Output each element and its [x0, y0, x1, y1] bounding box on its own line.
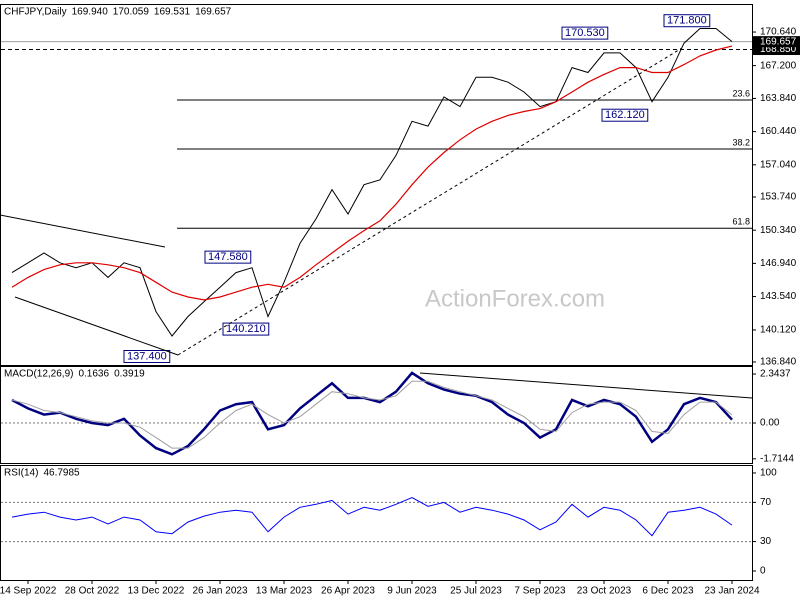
- y-tick-label: 143.540: [760, 291, 797, 302]
- annotation-box: [663, 14, 711, 28]
- series-line: [11, 496, 733, 537]
- y-tick-label: 146.940: [760, 258, 797, 269]
- channel-top: [0, 214, 166, 248]
- y-tick-label: 167.200: [760, 60, 797, 71]
- x-tick-label: 26 Jan 2023: [192, 586, 247, 597]
- fib-label: 38.2: [732, 137, 750, 147]
- panel-header: 46.7985: [43, 468, 80, 479]
- x-tick-label: 13 Dec 2022: [128, 586, 185, 597]
- trend-line: [177, 47, 683, 356]
- x-tick-label: 7 Sep 2023: [514, 586, 566, 597]
- annotation-box: [222, 322, 270, 336]
- x-tick-label: 28 Oct 2022: [65, 586, 120, 597]
- y-tick-label: 30: [760, 536, 772, 547]
- panel-header: 169.531: [154, 7, 191, 18]
- panel-header: 0.1636: [78, 369, 109, 380]
- series-line: [11, 380, 733, 449]
- x-tick-label: 9 Jun 2023: [387, 586, 437, 597]
- price-box-label: 168.850: [760, 44, 797, 55]
- annotation-label: 140.210: [226, 323, 266, 335]
- panel-header: 169.940: [72, 7, 109, 18]
- series-line: [11, 45, 733, 301]
- y-tick-label: 70: [760, 497, 772, 508]
- y-tick-label: 170.640: [760, 27, 797, 38]
- y-tick-label: 0.00: [760, 418, 780, 429]
- x-tick-label: 25 Jul 2023: [450, 586, 502, 597]
- annotation-label: 147.580: [208, 251, 248, 263]
- y-tick-label: 160.440: [760, 126, 797, 137]
- plot-layer: ActionForex.com 170.640 167.200 163.840 160.…: [0, 7, 800, 597]
- y-tick-label: 136.840: [760, 357, 797, 368]
- price-box: [753, 36, 800, 48]
- macd-trend-line: [419, 372, 753, 399]
- macd-panel-frame: [0, 366, 753, 464]
- price-box-label: 169.657: [760, 36, 797, 47]
- y-tick-label: 2.3437: [760, 369, 791, 380]
- watermark: ActionForex.com: [425, 285, 605, 312]
- x-tick-label: 13 Mar 2023: [256, 586, 313, 597]
- channel-bottom: [14, 296, 179, 356]
- x-tick-label: 26 Apr 2023: [321, 586, 375, 597]
- y-tick-label: 153.740: [760, 192, 797, 203]
- x-tick-label: 14 Sep 2022: [0, 586, 57, 597]
- y-tick-label: 140.120: [760, 325, 797, 336]
- panel-header: 169.657: [195, 7, 232, 18]
- price-box: [753, 44, 800, 56]
- panel-header: RSI(14): [4, 468, 38, 479]
- annotation-box: [204, 250, 252, 264]
- panel-header: 170.059: [113, 7, 150, 18]
- y-tick-label: 157.040: [760, 159, 797, 170]
- annotation-label: 162.120: [605, 109, 645, 121]
- panel-header: MACD(12,26,9): [4, 369, 73, 380]
- fib-label: 61.8: [732, 217, 750, 227]
- x-tick-label: 23 Oct 2023: [577, 586, 632, 597]
- annotation-label: 171.800: [667, 15, 707, 27]
- price-panel-frame: [0, 4, 753, 366]
- x-tick-label: 6 Dec 2023: [642, 586, 694, 597]
- panel-header: CHFJPY,Daily: [4, 7, 67, 18]
- annotation-label: 137.400: [127, 350, 167, 362]
- fib-label: 23.6: [732, 88, 750, 98]
- annotation-box: [123, 350, 171, 364]
- rsi-panel-frame: [0, 465, 753, 581]
- y-tick-label: 100: [760, 468, 777, 479]
- annotation-label: 170.530: [565, 27, 605, 39]
- panel-header: 0.3919: [114, 369, 145, 380]
- y-tick-label: 163.840: [760, 93, 797, 104]
- x-tick-label: 23 Jan 2024: [704, 586, 759, 597]
- y-tick-label: 150.340: [760, 225, 797, 236]
- annotation-box: [561, 26, 609, 40]
- annotation-box: [601, 108, 649, 122]
- y-tick-label: -1.7144: [760, 453, 794, 464]
- y-tick-label: 0: [760, 566, 766, 577]
- series-line: [11, 28, 733, 337]
